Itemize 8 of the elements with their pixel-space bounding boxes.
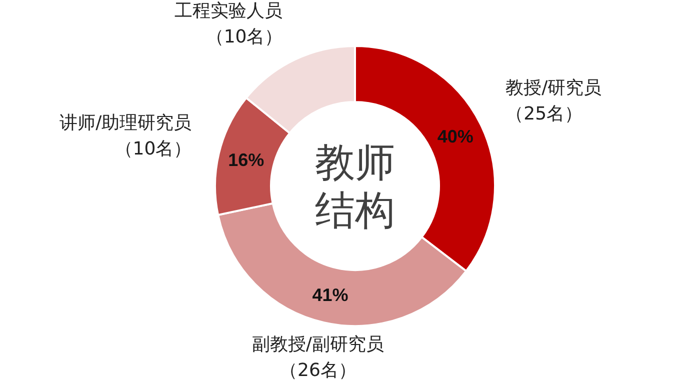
text: 教师结构 bbox=[315, 140, 395, 234]
data-label: 40% bbox=[437, 126, 474, 146]
data-label: 16% bbox=[228, 150, 264, 170]
data-label: 41% bbox=[312, 285, 348, 306]
slice-label: 副教授/副研究员（26名） bbox=[252, 334, 384, 381]
slice-label: 教授/研究员（25名） bbox=[506, 78, 602, 125]
slice-label: 讲师/助理研究员（10名） bbox=[60, 112, 192, 160]
slice-label: 工程实验人员（10名） bbox=[174, 0, 283, 48]
